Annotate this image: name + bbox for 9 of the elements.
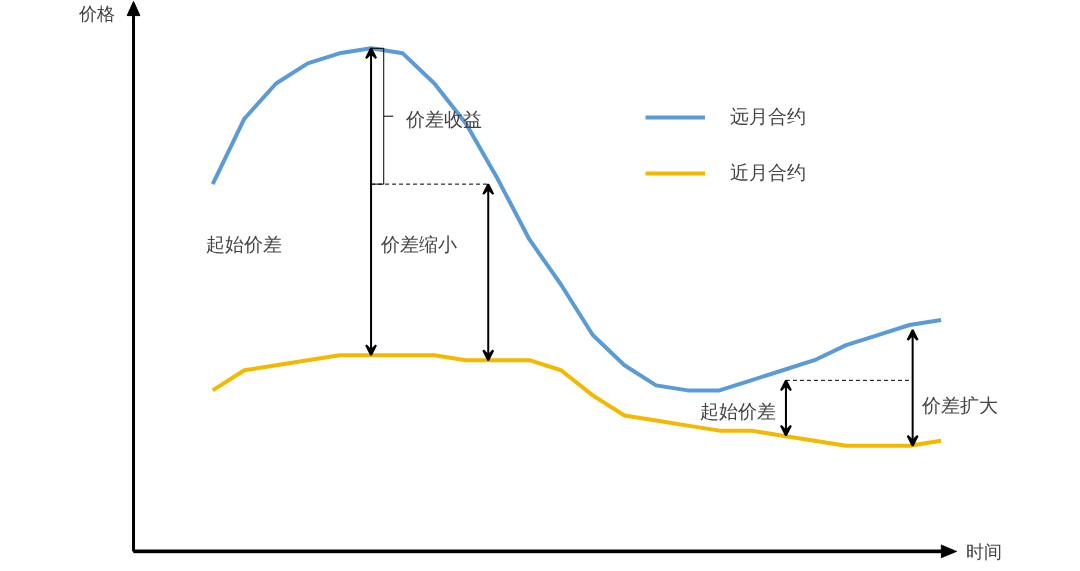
annotation: 起始价差 <box>206 233 283 256</box>
annotation: 价差收益 <box>404 107 482 130</box>
legend-label: 近月合约 <box>730 160 806 185</box>
annotation: 起始价差 <box>700 399 777 422</box>
annotation: 价差扩大 <box>921 394 999 417</box>
x-axis-title: 时间 <box>966 540 1003 562</box>
y-axis-title: 价格 <box>77 3 115 25</box>
legend-label: 远月合约 <box>730 104 806 129</box>
annotation: 价差缩小 <box>379 233 457 256</box>
